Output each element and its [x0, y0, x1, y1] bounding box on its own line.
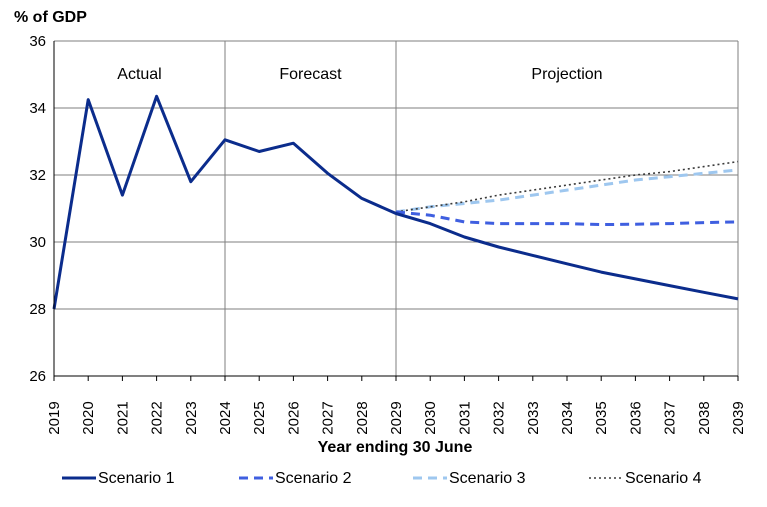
- series-line-scenario-4: [395, 160, 739, 213]
- x-tick-label: 2020: [80, 401, 97, 434]
- region-dividers: [224, 41, 397, 376]
- series-line-scenario-1: [52, 94, 739, 310]
- legend: Scenario 1 Scenario 2 Scenario 3 Scenario 4: [62, 470, 702, 487]
- x-tick-label: 2027: [320, 401, 337, 434]
- x-tick-label: 2039: [730, 401, 747, 434]
- x-tick-label: 2030: [422, 401, 439, 434]
- x-tick-label: 2021: [114, 401, 131, 434]
- legend-label: Scenario 3: [449, 470, 526, 487]
- region-label: Projection: [531, 66, 602, 83]
- y-tick-label: 34: [29, 100, 46, 117]
- x-tick-label: 2022: [149, 401, 166, 434]
- region-label: Forecast: [279, 66, 342, 83]
- y-tick-labels: 26 28 30 32 34 36: [29, 33, 46, 385]
- legend-label: Scenario 2: [275, 470, 352, 487]
- series-line-scenario-2: [395, 210, 739, 227]
- y-tick-label: 26: [29, 368, 46, 385]
- y-tick-label: 28: [29, 301, 46, 318]
- y-tick-label: 30: [29, 234, 46, 251]
- y-tick-label: 36: [29, 33, 46, 50]
- x-tick-label: 2024: [217, 401, 234, 434]
- x-tick-label: 2025: [251, 401, 268, 434]
- x-tick-label: 2035: [593, 401, 610, 434]
- x-tick-label: 2032: [491, 401, 508, 434]
- x-tick-label: 2034: [559, 401, 576, 434]
- x-tick-label: 2038: [696, 401, 713, 434]
- x-tick-label: 2036: [627, 401, 644, 434]
- x-tick-labels: 2019 2020 2021 2022 2023 2024 2025 2026 2027 2028…: [46, 401, 747, 434]
- series-lines: [52, 94, 739, 310]
- x-axis-title: Year ending 30 June: [318, 439, 473, 456]
- y-axis-title: % of GDP: [14, 9, 87, 26]
- region-labels: Actual Forecast Projection: [117, 66, 602, 83]
- x-tick-label: 2037: [662, 401, 679, 434]
- x-tick-label: 2033: [525, 401, 542, 434]
- x-tick-label: 2019: [46, 401, 63, 434]
- legend-label: Scenario 4: [625, 470, 702, 487]
- axes: [53, 41, 739, 381]
- legend-label: Scenario 1: [98, 470, 175, 487]
- x-tick-label: 2028: [354, 401, 371, 434]
- x-tick-label: 2023: [183, 401, 200, 434]
- series-line-scenario-3: [395, 168, 739, 214]
- y-tick-label: 32: [29, 167, 46, 184]
- x-tick-label: 2031: [456, 401, 473, 434]
- x-tick-label: 2029: [388, 401, 405, 434]
- x-tick-label: 2026: [285, 401, 302, 434]
- region-label: Actual: [117, 66, 161, 83]
